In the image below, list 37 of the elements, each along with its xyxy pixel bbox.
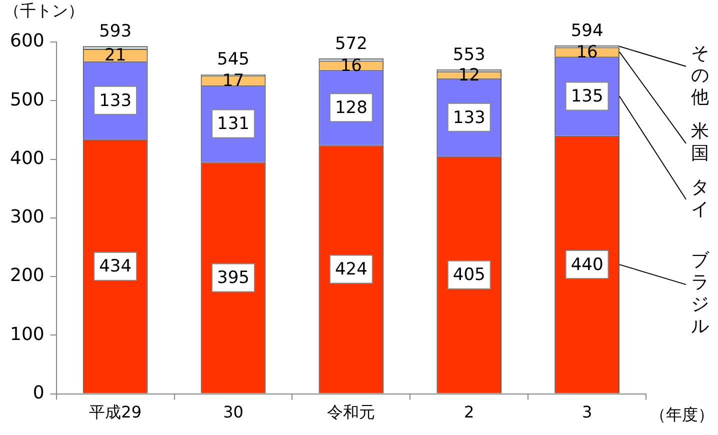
text: 米国 bbox=[691, 121, 709, 164]
data-label: 128 bbox=[334, 98, 368, 118]
total-label: 545 bbox=[217, 50, 250, 70]
x-tick-label: 2 bbox=[464, 402, 474, 422]
text: タイ bbox=[691, 177, 709, 220]
data-label: 135 bbox=[570, 86, 604, 107]
total-label: 593 bbox=[99, 22, 132, 42]
total-label: 572 bbox=[334, 34, 368, 54]
x-axis-title: （年度） bbox=[650, 404, 714, 424]
x-tick-label: 3 bbox=[582, 402, 592, 422]
y-tick-label: 200 bbox=[10, 265, 44, 286]
x-tick-label: 平成29 bbox=[89, 402, 142, 422]
text: その他 bbox=[691, 43, 709, 108]
data-label: 434 bbox=[99, 256, 132, 277]
data-label: 16 bbox=[576, 42, 598, 62]
data-label: 395 bbox=[217, 268, 250, 288]
y-axis-title: （千トン） bbox=[4, 1, 84, 20]
total-label: 594 bbox=[570, 20, 604, 41]
x-tick-label: 令和元 bbox=[327, 402, 376, 422]
data-label: 21 bbox=[104, 46, 126, 66]
y-tick-label: 100 bbox=[10, 324, 44, 345]
data-label: 131 bbox=[217, 114, 250, 134]
data-label: 133 bbox=[452, 108, 486, 128]
y-tick-label: 400 bbox=[10, 148, 44, 169]
data-label: 424 bbox=[334, 260, 368, 280]
data-label: 16 bbox=[340, 56, 362, 76]
data-label: 405 bbox=[452, 265, 486, 286]
data-label: 133 bbox=[99, 90, 132, 111]
y-tick-label: 0 bbox=[32, 382, 44, 404]
text: ブラジル bbox=[691, 250, 710, 338]
data-label: 17 bbox=[222, 70, 244, 91]
y-tick-label: 300 bbox=[10, 206, 44, 228]
total-label: 553 bbox=[452, 44, 486, 65]
data-label: 440 bbox=[570, 254, 604, 275]
y-tick-label: 600 bbox=[10, 30, 44, 52]
x-tick-label: 30 bbox=[223, 402, 244, 422]
y-tick-label: 500 bbox=[10, 89, 44, 110]
